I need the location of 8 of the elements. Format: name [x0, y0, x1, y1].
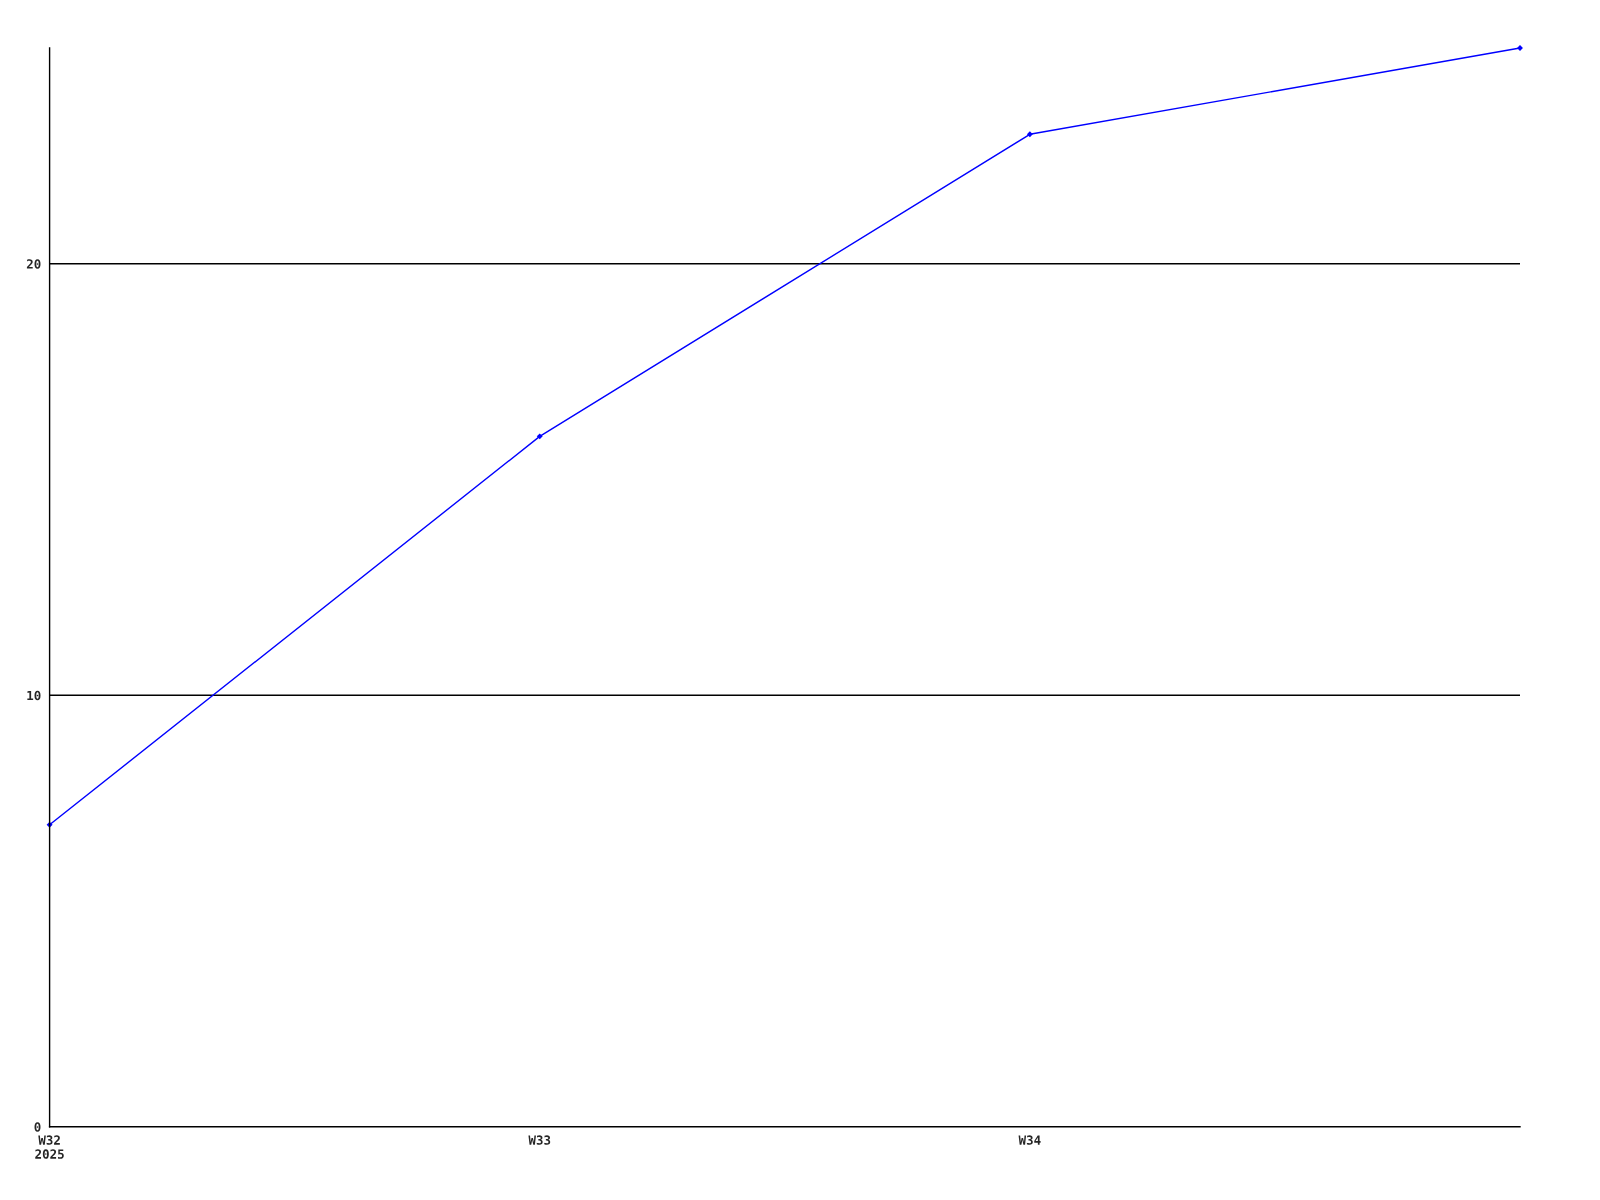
x-tick-label: W33: [528, 1135, 551, 1145]
x-tick-label: W34: [1018, 1135, 1041, 1145]
x-tick-label: W32 2025: [35, 1135, 64, 1159]
y-tick-label: 10: [27, 690, 41, 701]
point: [1026, 131, 1033, 138]
y-tick-label: 20: [26, 259, 41, 269]
point: [536, 433, 543, 440]
y-tick-label: 0: [34, 1122, 41, 1132]
